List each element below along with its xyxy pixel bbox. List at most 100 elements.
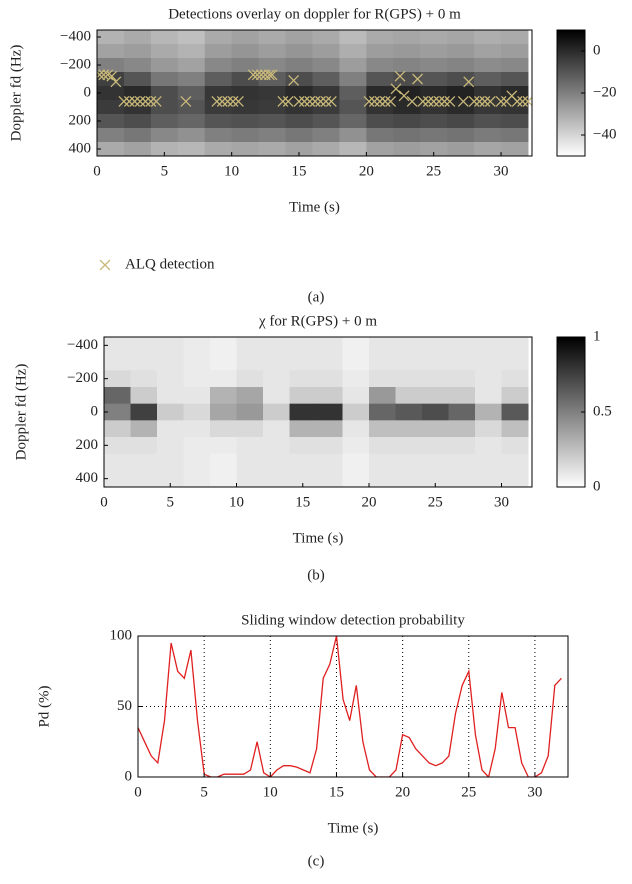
heatmap-cell	[150, 114, 179, 129]
heatmap-cell	[501, 337, 529, 355]
heatmap-cell	[289, 420, 317, 438]
heatmap-cell	[393, 128, 421, 143]
heatmap-cell	[366, 128, 394, 143]
heatmap-cell	[289, 437, 317, 455]
caption: (c)	[308, 853, 325, 869]
detection-marker	[417, 95, 429, 107]
detection-marker	[309, 95, 321, 107]
heatmap-cell	[475, 420, 503, 438]
detection-marker	[406, 95, 418, 107]
heatmap-cell	[316, 453, 344, 471]
heatmap-cell	[339, 58, 367, 73]
heatmap-cell	[448, 453, 476, 471]
detection-marker	[463, 76, 475, 88]
y-tick-label: 0	[84, 84, 92, 100]
heatmap-cell	[289, 453, 317, 471]
heatmap-cell	[312, 142, 340, 156]
detection-marker	[263, 69, 275, 81]
heatmap-cell	[130, 420, 158, 438]
heatmap-cell	[236, 403, 264, 421]
heatmap-cell	[342, 437, 370, 455]
heatmap-cell	[177, 100, 206, 115]
x-tick-label: 15	[329, 784, 344, 800]
heatmap-cell	[123, 114, 152, 129]
heatmap-cell	[501, 30, 529, 45]
heatmap-cell	[316, 387, 344, 405]
heatmap-cell	[231, 72, 260, 87]
heatmap-cell	[312, 30, 340, 45]
heatmap-cell	[474, 142, 502, 156]
heatmap-cell	[316, 370, 344, 388]
heatmap-cell	[501, 58, 529, 73]
y-tick-label: 50	[117, 698, 132, 714]
detection-marker	[288, 74, 300, 86]
heatmap-cell	[150, 72, 179, 87]
heatmap-cell	[123, 72, 152, 87]
heatmap-cell	[501, 142, 529, 156]
chart-title: Detections overlay on doppler for R(GPS)…	[168, 6, 461, 22]
heatmap-cell	[342, 453, 370, 471]
heatmap-cell	[104, 353, 132, 371]
heatmap-cell	[369, 370, 397, 388]
x-tick-label: 0	[100, 494, 108, 510]
heatmap-cell	[130, 470, 158, 487]
heatmap-cell	[183, 370, 211, 388]
heatmap-cell	[447, 114, 475, 129]
heatmap-cell	[475, 387, 503, 405]
heatmap-cell	[339, 30, 367, 45]
heatmap-cell	[312, 44, 340, 59]
detection-marker	[140, 95, 151, 107]
heatmap-cell	[177, 44, 206, 59]
heatmap-cell	[448, 437, 476, 455]
x-axis-label: Time (s)	[289, 199, 340, 215]
heatmap-cell	[369, 437, 397, 455]
heatmap-cell	[231, 128, 260, 143]
detection-marker	[145, 95, 157, 107]
heatmap-cell	[393, 30, 421, 45]
detection-marker	[304, 95, 316, 107]
heatmap-cell	[422, 370, 450, 388]
heatmap-cell	[130, 370, 158, 388]
heatmap-cell	[263, 353, 291, 371]
heatmap-cell	[501, 353, 529, 371]
heatmap-cell	[97, 30, 125, 45]
heatmap-cell	[366, 72, 394, 87]
heatmap-cell	[130, 387, 158, 405]
heatmap-cell	[130, 353, 158, 371]
y-tick-label: −400	[67, 337, 98, 353]
heatmap-cell	[289, 403, 317, 421]
detection-marker	[433, 95, 445, 107]
heatmap-cell	[342, 387, 370, 405]
detection-marker	[222, 95, 234, 107]
y-tick-label: 200	[76, 437, 99, 453]
heatmap-cell	[447, 142, 475, 156]
colorbar-tick-label: −20	[593, 84, 616, 100]
colorbar-tick-label: 0.5	[593, 403, 612, 419]
heatmap-cell	[157, 353, 185, 371]
heatmap-cell	[210, 387, 238, 405]
heatmap-cell	[393, 58, 421, 73]
colorbar-tick-label: −40	[593, 126, 616, 142]
heatmap-cell	[474, 114, 502, 129]
heatmap-cell	[447, 128, 475, 143]
heatmap-cell	[177, 114, 206, 129]
heatmap-cell	[475, 470, 503, 487]
y-tick-label: 400	[69, 140, 92, 156]
y-axis-label: Pd (%)	[36, 685, 52, 727]
heatmap-cell	[316, 437, 344, 455]
heatmap	[104, 337, 529, 487]
detection-marker	[320, 95, 332, 107]
detection-marker	[484, 95, 496, 107]
detection-marker	[247, 69, 259, 81]
heatmap-cell	[285, 114, 313, 129]
heatmap-cell	[204, 128, 233, 143]
heatmap-cell	[130, 337, 158, 355]
x-tick-label: 30	[494, 494, 509, 510]
detection-marker	[216, 95, 228, 107]
heatmap-cell	[448, 387, 476, 405]
heatmap-cell	[123, 58, 152, 73]
y-tick-label: −200	[60, 56, 91, 72]
heatmap-cell	[231, 30, 260, 45]
heatmap-cell	[474, 44, 502, 59]
heatmap-cell	[474, 72, 502, 87]
